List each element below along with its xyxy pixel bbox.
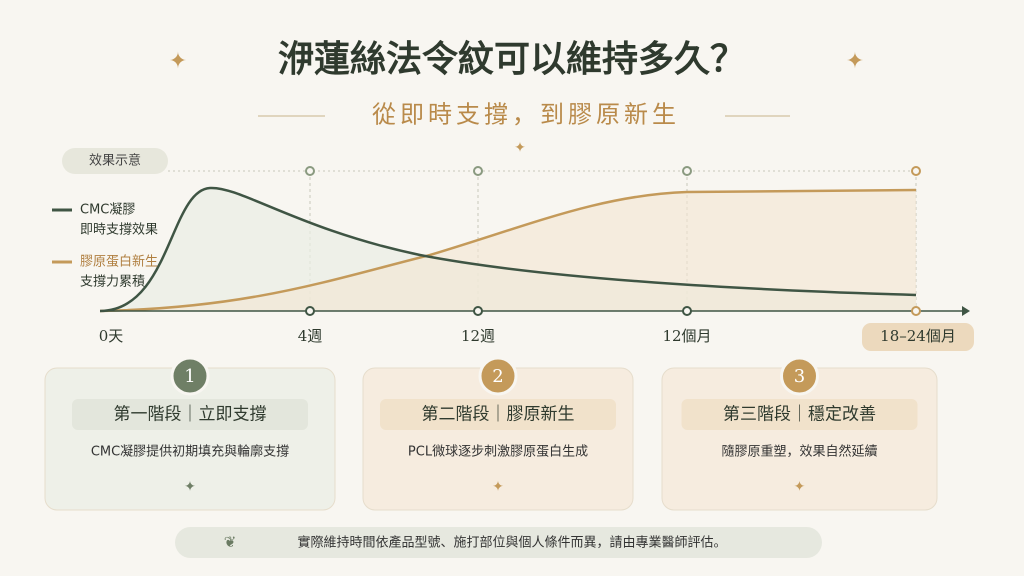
- chart-tag-bg: [62, 148, 168, 174]
- stage-text: PCL微球逐步刺激膠原蛋白生成: [408, 444, 588, 460]
- time-label: 12週: [461, 327, 495, 345]
- sparkle: ✦: [794, 479, 806, 495]
- leaf-icon: ❦: [224, 533, 237, 551]
- stage-text: CMC凝膠提供初期填充與輪廓支撐: [91, 444, 289, 460]
- legend-name: CMC凝膠: [80, 202, 135, 218]
- legend-name: 膠原蛋白新生: [80, 254, 158, 270]
- stage-title: 第一階段｜立即支撐: [114, 405, 267, 425]
- stage-number: 2: [492, 366, 503, 387]
- time-label: 18–24個月: [880, 327, 956, 345]
- time-label: 4週: [298, 327, 323, 345]
- number-badge: [170, 356, 210, 396]
- footer-bg: [175, 527, 822, 558]
- sparkle: ✦: [514, 140, 526, 156]
- chart-tag: 效果示意: [89, 153, 141, 169]
- time-label: 12個月: [662, 327, 711, 345]
- title: 洢蓮絲法令紋可以維持多久？: [278, 38, 746, 80]
- subtitle: 從即時支撐，到膠原新生: [372, 101, 680, 129]
- legend-note: 支撐力累積: [80, 275, 145, 290]
- footer: 實際維持時間依產品型號、施打部位與個人條件而異，請由專業醫師評估。: [297, 535, 726, 551]
- collagen-curve: [99, 188, 917, 313]
- stage-title: 第三階段｜穩定改善: [723, 405, 876, 425]
- stage-pill: [681, 399, 918, 430]
- sparkle: ✦: [846, 49, 864, 74]
- time-label: 0天: [99, 327, 124, 345]
- stage-number: 1: [184, 366, 195, 387]
- stage-cards: 1 第一階段｜立即支撐 CMC凝膠提供初期填充與輪廓支撐 ✦ 2 第二階段｜膠原新生 PCL…: [44, 356, 938, 511]
- sparkle: ✦: [169, 49, 187, 74]
- sparkle: ✦: [184, 479, 196, 495]
- time-highlight: [862, 323, 974, 351]
- stage-number: 3: [794, 366, 805, 387]
- cmc-curve: [99, 186, 917, 313]
- stage-pill: [72, 399, 308, 430]
- cmc-area: [100, 187, 916, 311]
- axis-arrow: [962, 306, 970, 316]
- stage-text: 隨膠原重塑，效果自然延續: [721, 444, 877, 460]
- number-badge: [478, 356, 518, 396]
- sparkle: ✦: [492, 479, 504, 495]
- stage-pill: [380, 399, 616, 430]
- collagen-area: [100, 190, 916, 311]
- number-badge: [780, 356, 819, 396]
- stage-title: 第二階段｜膠原新生: [422, 405, 575, 425]
- markers: [305, 166, 921, 316]
- legend-note: 即時支撐效果: [80, 223, 158, 238]
